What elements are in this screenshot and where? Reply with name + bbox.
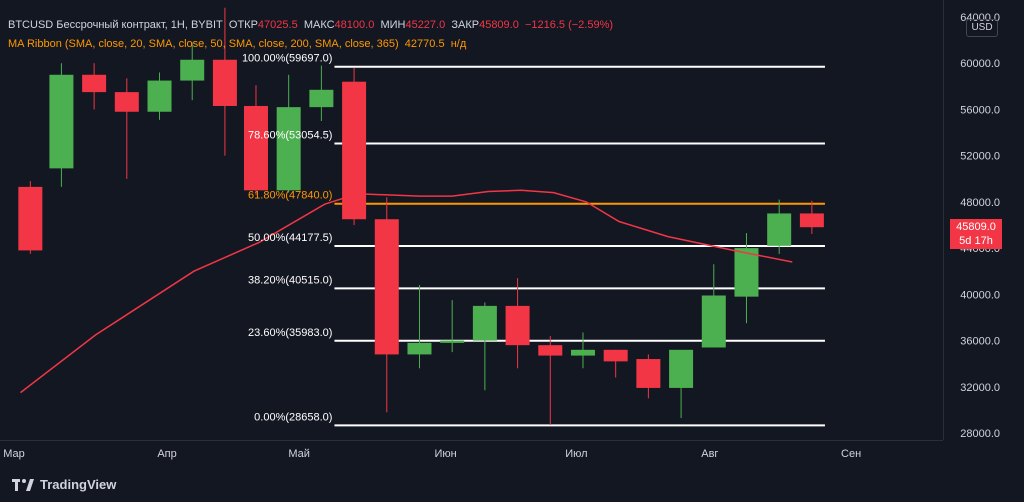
candle-body [440,340,465,343]
x-tick-label: Сен [841,448,861,460]
candle-body [342,81,367,220]
candle-body [603,349,628,362]
fib-level-label: 38.20%(40515.0) [248,274,332,286]
candle-body [799,213,824,228]
candle-body [243,105,268,191]
fib-level-label: 23.60%(35983.0) [248,327,332,339]
y-tick-label: 40000.0 [960,289,1000,301]
low-label: МИН [380,19,406,31]
x-tick-label: Мар [3,448,25,460]
fib-level-label: 100.00%(59697.0) [242,53,333,65]
candle-body [767,213,792,246]
tradingview-logo[interactable]: TradingView [12,477,116,492]
candle-body [570,349,595,356]
candle-body [147,80,172,112]
candle-body [374,219,399,355]
candle-body [538,345,563,356]
x-tick-label: Май [288,448,310,460]
symbol-title: BTCUSD Бессрочный контракт, 1Н, BYBIT [8,19,223,31]
x-tick-label: Апр [157,448,176,460]
candle-body [636,359,661,388]
candle-body [701,295,726,348]
symbol-legend[interactable]: BTCUSD Бессрочный контракт, 1Н, BYBIT ОТ… [8,19,613,31]
open-label: ОТКР [228,19,258,31]
candle-body [212,59,237,106]
last-price-value: 45809.0 [956,221,996,233]
y-tick-label: 56000.0 [960,104,1000,116]
tradingview-logo-text: TradingView [40,477,117,492]
fib-level-label: 50.00%(44177.5) [248,232,332,244]
candle-body [407,342,432,355]
footer: TradingView [0,468,1024,502]
candle-body [309,89,334,108]
last-price-badge: 45809.0 5d 17h [950,219,1002,249]
y-tick-label: 28000.0 [960,428,1000,440]
candle-body [114,92,139,112]
fib-level-label: 61.80%(47840.0) [248,190,332,202]
fib-level-label: 0.00%(28658.0) [254,411,332,423]
high-value: 48100.0 [334,19,375,31]
x-tick-label: Авг [701,448,718,460]
y-tick-label: 32000.0 [960,382,1000,394]
x-tick-label: Июн [435,448,457,460]
currency-button[interactable]: USD [966,19,998,37]
candle-body [734,248,759,297]
y-tick-label: 60000.0 [960,58,1000,70]
indicator-title: MA Ribbon (SMA, close, 20, SMA, close, 5… [8,38,399,50]
candle-body [82,74,107,93]
candle-body [505,305,530,346]
y-tick-label: 52000.0 [960,151,1000,163]
candle-body [18,186,43,251]
change-value: −1216.5 (−2.59%) [524,19,614,31]
candle-body [472,305,497,341]
bar-countdown: 5d 17h [959,235,993,247]
fib-level-label: 78.60%(53054.5) [248,129,332,141]
ma-line [20,189,793,394]
y-tick-label: 36000.0 [960,336,1000,348]
close-label: ЗАКР [451,19,480,31]
indicator-na: н/д [450,38,467,50]
candle-body [276,107,301,191]
tradingview-icon [12,478,34,491]
low-value: 45227.0 [405,19,446,31]
candle-body [180,59,205,81]
indicator-legend[interactable]: MA Ribbon (SMA, close, 20, SMA, close, 5… [8,38,466,50]
high-label: МАКС [303,19,335,31]
indicator-value: 42770.5 [404,38,445,50]
candle-body [49,74,74,169]
y-tick-label: 64000.0 [960,12,1000,24]
open-value: 47025.5 [257,19,298,31]
y-tick-label: 48000.0 [960,197,1000,209]
candle-body [669,349,694,388]
close-value: 45809.0 [479,19,519,31]
x-tick-label: Июл [565,448,587,460]
